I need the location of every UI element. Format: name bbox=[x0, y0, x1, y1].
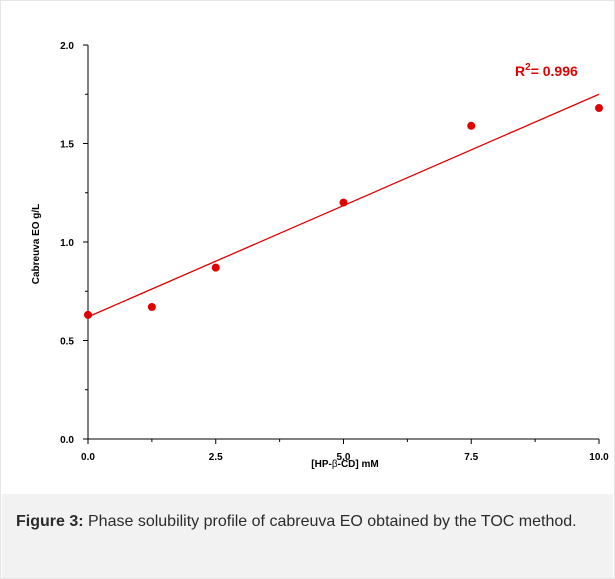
x-axis-label-symbol: β bbox=[332, 459, 338, 470]
data-point bbox=[211, 263, 220, 272]
figure-caption: Figure 3: Phase solubility profile of ca… bbox=[2, 494, 613, 578]
x-axis-label: [HP-β-CD] mM bbox=[311, 459, 378, 470]
y-tick-label: 0.0 bbox=[60, 435, 74, 446]
chart-area: 0.0 2.5 5.0 7.5 10.0 0.0 0.5 1.0 1.5 2.0 R2= 0.99… bbox=[2, 2, 613, 494]
data-points bbox=[84, 104, 603, 319]
x-tick-label: 5.0 bbox=[337, 452, 351, 463]
annotation-prefix: R bbox=[515, 63, 525, 79]
annotation-text: = 0.996 bbox=[531, 63, 578, 79]
data-point bbox=[147, 303, 156, 312]
axes bbox=[87, 45, 599, 440]
x-axis-label-suffix: -CD] mM bbox=[338, 459, 379, 470]
r-squared-annotation: R2= 0.996 bbox=[515, 62, 578, 79]
y-tick-label: 1.0 bbox=[60, 238, 74, 249]
tick-labels: 0.0 2.5 5.0 7.5 10.0 0.0 0.5 1.0 1.5 2.0 bbox=[60, 41, 609, 463]
y-tick-label: 2.0 bbox=[60, 41, 74, 52]
data-point bbox=[339, 198, 348, 207]
caption-text: Phase solubility profile of cabreuva EO … bbox=[83, 513, 577, 530]
x-tick-label: 0.0 bbox=[81, 452, 95, 463]
y-tick-label: 1.5 bbox=[60, 140, 74, 151]
data-point bbox=[595, 104, 603, 113]
ticks bbox=[83, 44, 600, 444]
data-point bbox=[84, 310, 92, 319]
y-tick-label: 0.5 bbox=[60, 337, 74, 348]
annotation-superscript: 2 bbox=[525, 62, 531, 73]
x-tick-label: 7.5 bbox=[464, 452, 478, 463]
y-axis-label: Cabreuva EO g/L bbox=[31, 204, 42, 285]
data-point bbox=[467, 121, 476, 130]
x-tick-label: 2.5 bbox=[209, 452, 223, 463]
x-axis-label-prefix: [HP- bbox=[311, 459, 332, 470]
scatter-chart: 0.0 2.5 5.0 7.5 10.0 0.0 0.5 1.0 1.5 2.0 R2= 0.99… bbox=[31, 41, 609, 470]
x-tick-label: 10.0 bbox=[589, 452, 609, 463]
caption-label: Figure 3: bbox=[16, 513, 84, 530]
